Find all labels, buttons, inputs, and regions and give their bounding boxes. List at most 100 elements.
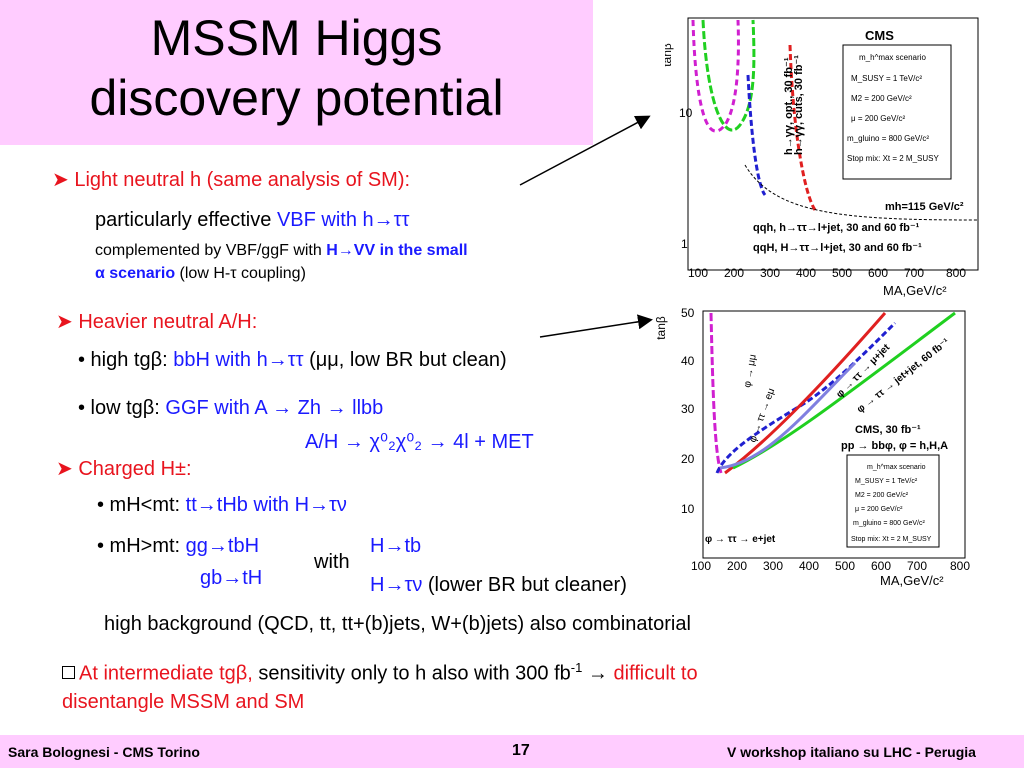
high-blue: bbH with h→ττ [173, 349, 304, 371]
plot-2-legend-top-1: CMS, 30 fb⁻¹ [855, 424, 921, 436]
plot-1-xticks: 100 200 300 400 500 600 700 800 [688, 266, 966, 280]
plot-2-legend-line: m_gluino = 800 GeV/c² [853, 520, 925, 527]
plot-1-xtick: 300 [760, 266, 780, 280]
plot-2-legend-line: Stop mix: Xt = 2 M_SUSY [851, 536, 932, 543]
gt-blue-1: gg→tbH [185, 535, 260, 557]
lt-blue: tt→tHb with H→τν [185, 494, 347, 516]
slide-title: MSSM Higgs discovery potential [0, 8, 593, 128]
plot-2-label-ejet: φ → ττ → e+jet [705, 534, 776, 545]
plot-2-xtick: 100 [691, 559, 711, 573]
alpha-suffix: (low H-τ coupling) [175, 265, 306, 282]
plot-1-mh-label: mh=115 GeV/c² [885, 201, 964, 213]
lt-prefix: • mH<mt: [97, 494, 186, 516]
plot-2-ytick: 20 [681, 452, 695, 466]
gt-prefix: • mH>mt: [97, 535, 186, 557]
plot-2-xtick: 200 [727, 559, 747, 573]
plot-1-mh-line [744, 164, 979, 221]
heavy-high: • high tgβ: bbH with h→ττ (μμ, low BR bu… [78, 349, 507, 372]
plot-2: tanβ 50 40 30 20 10 100 200 300 400 500 … [654, 303, 985, 593]
light-alpha: α scenario (low H-τ coupling) [95, 265, 306, 283]
light-complement: complemented by VBF/ggF with H→VV in the… [95, 242, 468, 260]
plot-1-label-cuts: h→γγ, cuts, 30 fb⁻¹ [793, 55, 805, 155]
plot-1-xtick: 800 [946, 266, 966, 280]
footer-author: Sara Bolognesi - CMS Torino [8, 744, 200, 760]
comp-blue: H→VV in the small [326, 242, 468, 259]
footer: Sara Bolognesi - CMS Torino 17 V worksho… [0, 735, 1024, 768]
ch2-suffix: (lower BR but cleaner) [422, 574, 627, 596]
plot-2-xtick: 400 [799, 559, 819, 573]
light-header-text: Light neutral h (same analysis of SM): [74, 169, 411, 191]
plot-1-curve-red [788, 44, 817, 211]
plot-2-legend-box [846, 454, 940, 548]
plot-1-legend-cms: CMS [865, 28, 894, 43]
plot-1-label-qqh: qqh, h→ττ→l+jet, 30 and 60 fb⁻¹ [753, 222, 920, 234]
charged-header-text: Charged H±: [78, 458, 192, 480]
plot-2-ytick: 30 [681, 402, 695, 416]
heavy-low: • low tgβ: GGF with A → Zh → llbb [78, 397, 383, 420]
plot-2-legend-line: m_h^max scenario [867, 464, 926, 471]
title-line-2: discovery potential [89, 70, 504, 126]
plot-2-xtick: 500 [835, 559, 855, 573]
conclusion-mid: sensitivity only to h also with 300 fb [252, 662, 571, 685]
plot-1: tanβ 10 1 100 200 300 400 500 600 700 80… [660, 15, 985, 300]
plot-2-ytick: 40 [681, 354, 695, 368]
heavy-header-text: Heavier neutral A/H: [78, 311, 258, 333]
heavy-low-2: A/H → χ⁰₂χ⁰₂ → 4l + MET [305, 431, 534, 453]
plot-2-xtick: 700 [907, 559, 927, 573]
plot-2-ytick: 50 [681, 306, 695, 320]
conclusion-line-2: disentangle MSSM and SM [62, 691, 305, 713]
plot-2-legend-line: μ = 200 GeV/c² [855, 506, 903, 513]
comp-prefix: complemented by VBF/ggF with [95, 242, 327, 259]
plot-1-legend-line: m_h^max scenario [859, 53, 926, 62]
low-blue: GGF with A → Zh → llbb [165, 397, 384, 419]
plot-2-curve-emu [715, 321, 897, 474]
eff-blue: VBF with h→ττ [276, 209, 410, 231]
gt-blue-2: gb→tH [200, 567, 263, 589]
plot-1-xtick: 600 [868, 266, 888, 280]
plot-2-legend-top-2: pp → bbφ, φ = h,H,A [841, 440, 948, 452]
charged-lt: • mH<mt: tt→tHb with H→τν [97, 494, 347, 517]
footer-page-number: 17 [512, 742, 530, 759]
conclusion-red-1: At intermediate tgβ, [79, 662, 253, 685]
plot-1-xtick: 500 [832, 266, 852, 280]
plot-2-curve-mujet [724, 312, 887, 475]
eff-prefix: particularly effective [95, 209, 277, 231]
plot-1-legend-line: M2 = 200 GeV/c² [851, 94, 912, 103]
light-header: ➤ Light neutral h (same analysis of SM): [52, 167, 410, 192]
plot-1-ytick-10: 10 [679, 106, 693, 120]
plot-2-xtick: 300 [763, 559, 783, 573]
plot-1-curve-green [701, 19, 756, 132]
conclusion-line-1: At intermediate tgβ, sensitivity only to… [62, 660, 698, 686]
high-prefix: • high tgβ: [78, 349, 174, 371]
arrow-bullet-icon: ➤ [52, 169, 69, 191]
charged-gt: • mH>mt: gg→tbH [97, 535, 259, 558]
arrow-to-plot2 [539, 314, 653, 338]
plot-1-legend-line: M_SUSY = 1 TeV/c² [851, 74, 922, 83]
ch2-blue: H→τν [370, 574, 423, 596]
charged-header: ➤ Charged H±: [56, 456, 192, 481]
low-prefix: • low tgβ: [78, 397, 166, 419]
plot-2-xtick: 800 [950, 559, 970, 573]
plot-1-legend-line: Stop mix: Xt = 2 M_SUSY [847, 154, 939, 163]
plot-1-xtick: 400 [796, 266, 816, 280]
arrow-bullet-icon: ➤ [56, 458, 73, 480]
light-effective: particularly effective VBF with h→ττ [95, 209, 409, 232]
title-line-1: MSSM Higgs [150, 10, 443, 66]
plot-2-svg: tanβ 50 40 30 20 10 100 200 300 400 500 … [654, 306, 970, 588]
conclusion-arrow: → [582, 662, 614, 685]
plot-1-svg: tanβ 10 1 100 200 300 400 500 600 700 80… [660, 17, 979, 298]
plot-2-curve-mumu [709, 312, 723, 474]
plot-2-xlabel: MA,GeV/c² [880, 573, 944, 588]
arrow-bullet-icon: ➤ [56, 311, 73, 333]
footer-workshop: V workshop italiano su LHC - Perugia [727, 744, 976, 760]
plot-2-ylabel: tanβ [655, 316, 668, 340]
checkbox-bullet-icon [62, 665, 75, 679]
plot-1-ytick-1: 1 [681, 237, 688, 251]
plot-2-xticks: 100 200 300 400 500 600 700 800 [691, 559, 970, 573]
channel-tb: H→tb [370, 535, 422, 557]
plot-1-label-opt: h→γγ, opt., 30 fb⁻¹ [783, 57, 795, 155]
arrow-to-plot1 [519, 115, 651, 186]
plot-2-curve-ejet [719, 361, 857, 470]
conclusion-red-2: difficult to [613, 662, 698, 685]
